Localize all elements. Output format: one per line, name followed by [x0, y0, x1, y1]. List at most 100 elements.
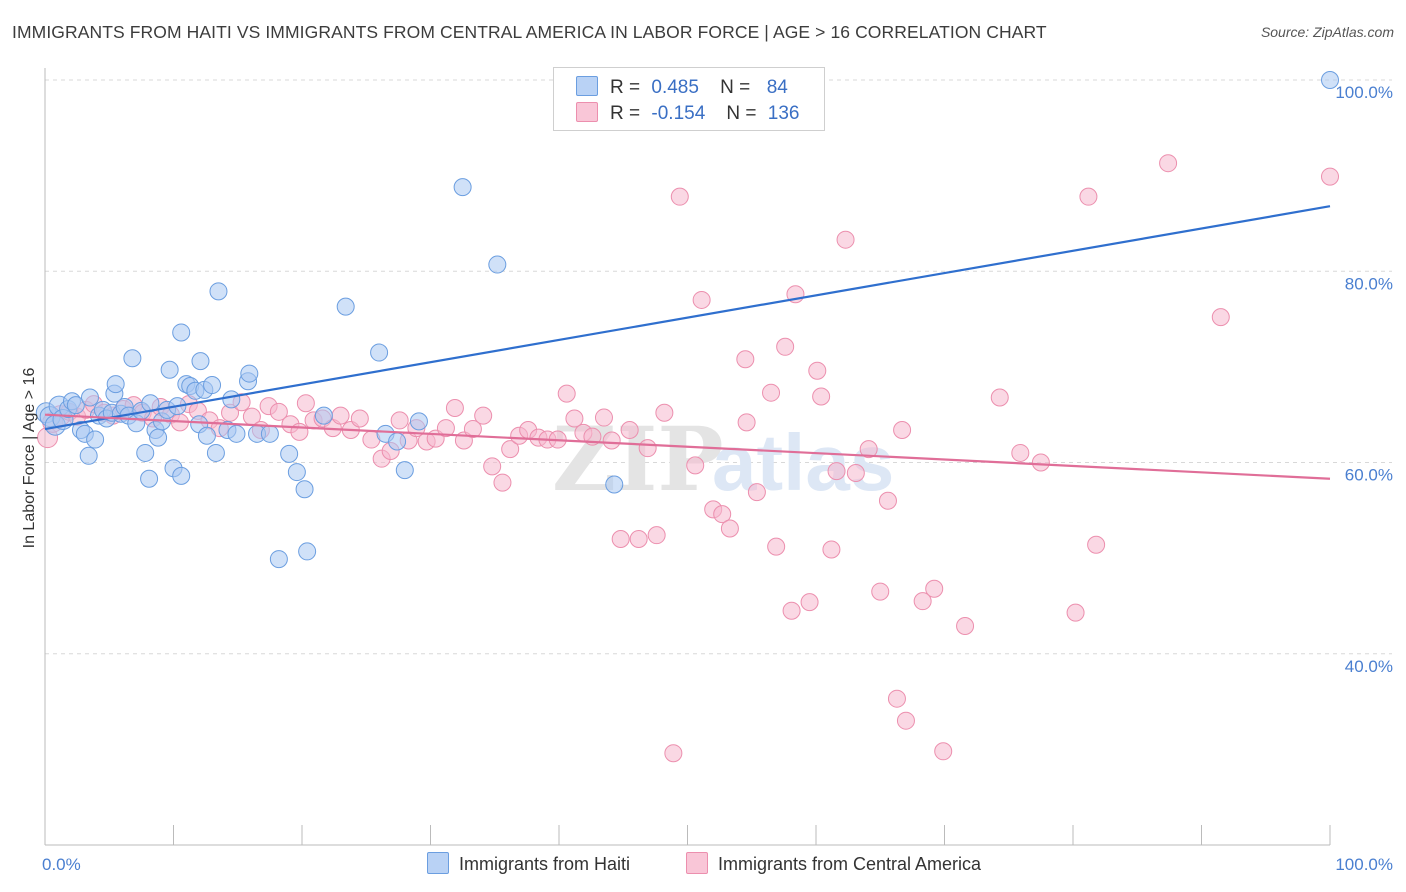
- central-america-point-99: [956, 617, 975, 636]
- stats-legend: R = 0.485 N = 84 R = -0.154 N = 136: [553, 67, 825, 131]
- tick-labels: 40.0% 60.0% 80.0% 100.0% 0.0% 100.0%: [42, 83, 1393, 874]
- haiti-point-29: [149, 428, 168, 447]
- central-america-point-108: [1321, 167, 1339, 186]
- central-america-point-50: [501, 440, 520, 459]
- bottom-legend-central-america: Immigrants from Central America: [686, 852, 981, 875]
- central-america-point-75: [736, 350, 755, 369]
- y-axis-label: In Labor Force | Age > 16: [21, 368, 38, 549]
- central-america-point-98: [934, 742, 953, 761]
- haiti-r-label: R =: [610, 77, 641, 98]
- central-america-point-66: [647, 526, 666, 545]
- haiti-point-65: [409, 412, 428, 431]
- central-america-swatch: [576, 102, 598, 122]
- haiti-point-36: [172, 323, 191, 342]
- central-america-point-91: [871, 582, 890, 601]
- central-america-point-60: [594, 408, 613, 427]
- haiti-point-64: [395, 461, 414, 480]
- haiti-trend-line: [44, 205, 1331, 431]
- central-america-point-80: [776, 337, 795, 356]
- central-america-point-95: [896, 711, 915, 730]
- central-america-point-96: [913, 592, 932, 611]
- haiti-point-57: [295, 480, 314, 499]
- ca-r-value: -0.154: [651, 103, 706, 124]
- haiti-point-43: [197, 426, 216, 445]
- central-america-point-74: [720, 519, 739, 538]
- haiti-point-32: [160, 360, 179, 379]
- central-america-point-27: [290, 422, 309, 441]
- central-america-point-70: [686, 456, 705, 475]
- central-america-point-78: [762, 383, 781, 402]
- bottom-legend-haiti-swatch: [427, 852, 449, 874]
- haiti-point-63: [388, 432, 407, 451]
- central-america-point-76: [737, 413, 756, 432]
- central-america-point-57: [565, 409, 584, 428]
- central-america-point-34: [350, 409, 369, 428]
- central-america-point-89: [846, 464, 865, 483]
- central-america-point-73: [713, 505, 732, 524]
- haiti-point-10: [79, 446, 98, 465]
- central-america-point-68: [664, 744, 683, 763]
- haiti-point-18: [106, 375, 125, 394]
- central-america-point-88: [836, 230, 855, 249]
- central-america-point-56: [557, 384, 576, 403]
- ca-n-value: 136: [767, 103, 800, 124]
- central-america-point-94: [893, 420, 912, 439]
- bottom-legend-central-america-swatch: [686, 852, 708, 874]
- watermark-atlas: atlas: [712, 418, 894, 507]
- haiti-n-label: N =: [720, 77, 751, 98]
- haiti-point-26: [140, 469, 159, 488]
- series-haiti-points: [35, 71, 1339, 569]
- haiti-point-53: [260, 424, 279, 443]
- central-america-point-81: [782, 601, 801, 620]
- central-america-point-87: [827, 462, 846, 481]
- central-america-point-79: [767, 537, 786, 556]
- haiti-point-35: [172, 466, 191, 485]
- haiti-r-value: 0.485: [651, 77, 699, 98]
- axes: [44, 68, 1331, 846]
- haiti-point-66: [453, 178, 472, 197]
- stats-legend-row-haiti: R = 0.485 N = 84: [576, 76, 788, 102]
- stats-legend-row-central-america: R = -0.154 N = 136: [576, 102, 799, 128]
- haiti-point-44: [203, 376, 222, 395]
- central-america-point-44: [445, 398, 464, 417]
- haiti-point-58: [298, 542, 317, 561]
- central-america-point-103: [1066, 603, 1085, 622]
- central-america-point-32: [331, 406, 350, 425]
- haiti-point-22: [123, 349, 142, 368]
- central-america-point-90: [859, 440, 878, 459]
- haiti-point-7: [66, 396, 85, 415]
- central-america-point-25: [269, 402, 288, 421]
- chart-title: IMMIGRANTS FROM HAITI VS IMMIGRANTS FROM…: [12, 22, 1047, 42]
- haiti-point-60: [336, 297, 355, 316]
- ca-r-label: R =: [610, 103, 641, 124]
- haiti-point-48: [222, 390, 241, 409]
- x-tick-label-max: 100.0%: [1335, 855, 1393, 874]
- bottom-legend-haiti-label: Immigrants from Haiti: [459, 854, 631, 874]
- central-america-point-97: [925, 579, 944, 598]
- ca-n-label: N =: [726, 103, 757, 124]
- central-america-point-102: [1031, 453, 1050, 472]
- central-america-point-92: [878, 491, 897, 510]
- central-america-point-106: [1159, 154, 1178, 173]
- central-america-point-48: [483, 457, 502, 476]
- trend-lines: [44, 205, 1331, 480]
- haiti-swatch: [576, 76, 598, 96]
- haiti-point-61: [370, 343, 389, 362]
- central-america-point-62: [611, 530, 630, 548]
- central-america-trend-line: [44, 413, 1331, 480]
- haiti-point-25: [136, 443, 155, 462]
- central-america-point-65: [638, 439, 657, 458]
- haiti-n-value: 84: [766, 77, 788, 98]
- central-america-point-84: [808, 361, 827, 380]
- central-america-point-64: [629, 530, 648, 548]
- y-tick-label-0: 40.0%: [1345, 657, 1393, 676]
- central-america-point-43: [436, 419, 455, 438]
- haiti-point-49: [227, 424, 246, 443]
- central-america-point-107: [1211, 308, 1230, 327]
- central-america-point-38: [390, 411, 409, 430]
- haiti-point-54: [269, 550, 288, 569]
- central-america-point-85: [812, 387, 831, 406]
- haiti-point-69: [1321, 71, 1339, 89]
- central-america-point-100: [990, 388, 1009, 407]
